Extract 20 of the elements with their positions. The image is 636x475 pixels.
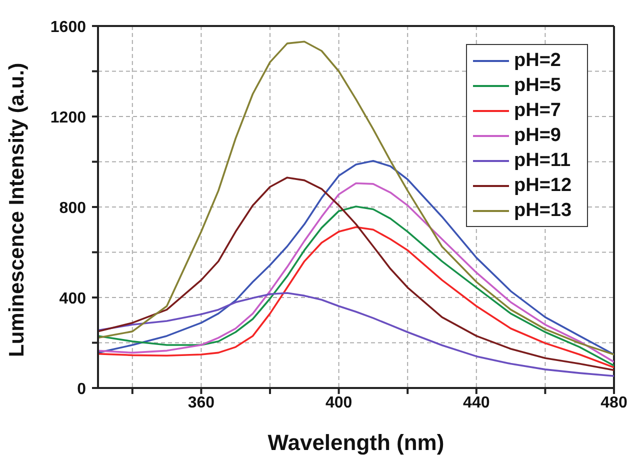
y-tick-label: 1200: [50, 110, 86, 126]
legend-label: pH=9: [514, 124, 561, 146]
legend-label: pH=12: [514, 174, 572, 196]
legend-label: pH=2: [514, 50, 561, 72]
legend-label: pH=7: [514, 100, 561, 122]
x-tick-label: 360: [188, 394, 215, 412]
x-tick-label: 400: [325, 394, 352, 412]
y-tick-label: 400: [59, 290, 86, 308]
x-tick-label: 480: [600, 394, 628, 412]
x-axis-title: Wavelength (nm): [268, 430, 444, 455]
y-tick-label: 1600: [50, 19, 86, 36]
line-series: [98, 292, 614, 377]
y-tick-label: 0: [77, 381, 86, 398]
line-series: [98, 40, 614, 356]
legend-label: pH=5: [514, 74, 561, 96]
x-tick-label: 440: [463, 394, 490, 412]
y-tick-label: 800: [59, 200, 86, 217]
y-axis-title: Luminescence Intensity (a.u.): [5, 62, 28, 357]
legend-label: pH=11: [514, 150, 571, 172]
legend-label: pH=13: [514, 200, 572, 222]
